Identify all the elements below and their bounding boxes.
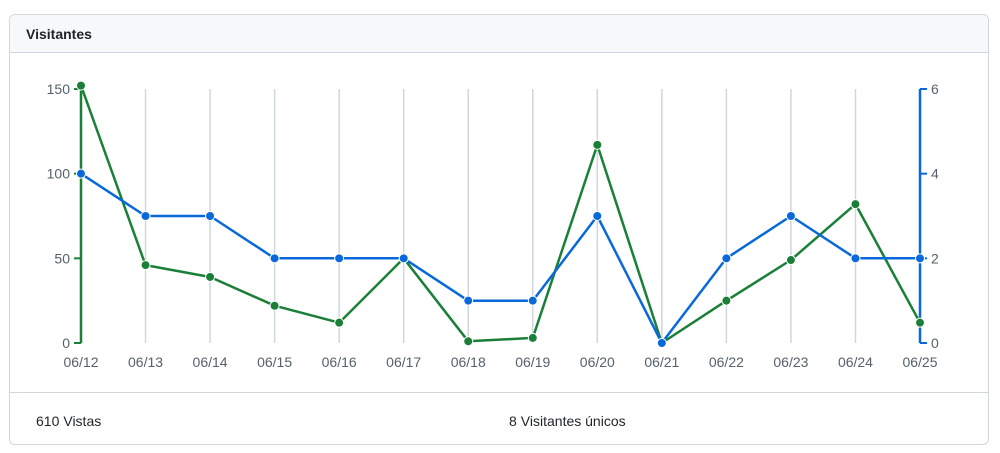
unique-visitors-point [205, 211, 216, 221]
views-line [79, 85, 922, 345]
views-point [76, 80, 86, 91]
views-point [463, 336, 474, 347]
x-axis-tick-label: 06/25 [902, 354, 937, 370]
views-point [915, 317, 925, 328]
views-point [592, 139, 603, 150]
unique-visitors-point [398, 253, 409, 264]
right-axis-tick-label: 4 [931, 166, 939, 182]
unique-visitors-label: Visitantes únicos [520, 413, 626, 429]
right-axis-tick-label: 6 [931, 81, 939, 97]
views-count: 610 [36, 413, 60, 429]
unique-visitors-point [915, 253, 925, 264]
left-axis-tick-label: 150 [47, 81, 71, 97]
views-point [140, 260, 151, 271]
grid-lines [144, 89, 857, 343]
unique-visitors-point [334, 253, 345, 264]
tick-labels: 0 50 100 150 0 2 4 6 06/12 06/13 06/14 06/15 06/16 06… [47, 81, 939, 370]
views-point [527, 332, 538, 343]
views-point [785, 255, 796, 266]
unique-visitors-point [592, 211, 603, 221]
series-points [76, 80, 925, 348]
unique-visitors-point [527, 295, 538, 306]
x-axis-tick-label: 06/14 [193, 354, 228, 370]
unique-visitors-stat: 8 Visitantes únicos [509, 413, 626, 429]
right-axis-tick-label: 2 [931, 250, 939, 266]
left-axis-tick-label: 100 [47, 166, 71, 182]
visitors-chart: 0 50 100 150 0 2 4 6 06/12 06/13 06/14 06/15 06/16 06… [10, 53, 988, 393]
left-axis-tick-label: 0 [62, 335, 70, 351]
unique-visitors-point [656, 338, 667, 348]
unique-visitors-point [463, 295, 474, 306]
unique-visitors-point [721, 253, 732, 264]
unique-visitors-point [269, 253, 280, 264]
left-axis-tick-label: 50 [54, 250, 70, 266]
x-axis-tick-label: 06/18 [451, 354, 486, 370]
unique-visitors-count: 8 [509, 413, 517, 429]
x-axis-tick-label: 06/21 [644, 354, 679, 370]
unique-visitors-line [80, 172, 920, 345]
views-point [334, 317, 345, 328]
x-axis-tick-label: 06/23 [773, 354, 808, 370]
chart-svg: 0 50 100 150 0 2 4 6 06/12 06/13 06/14 06/15 06/16 06… [47, 80, 939, 370]
unique-visitors-point [140, 211, 151, 221]
x-axis-tick-label: 06/16 [322, 354, 357, 370]
x-axis-tick-label: 06/13 [128, 354, 163, 370]
x-axis-tick-label: 06/24 [838, 354, 873, 370]
visitors-panel: Visitantes 0 50 100 150 0 2 4 6 06/12 06/13 06/14 0… [9, 14, 989, 445]
views-point [721, 295, 732, 306]
x-axis-tick-label: 06/19 [515, 354, 550, 370]
x-axis-tick-label: 06/15 [257, 354, 292, 370]
x-axis-tick-label: 06/22 [709, 354, 744, 370]
unique-visitors-point [76, 168, 86, 179]
views-label: Vistas [63, 413, 102, 429]
views-stat: 610 Vistas [36, 413, 101, 429]
views-point [205, 271, 216, 282]
x-axis-tick-label: 06/17 [386, 354, 421, 370]
x-axis-tick-label: 06/12 [63, 354, 98, 370]
unique-visitors-point [785, 211, 796, 221]
panel-title: Visitantes [26, 25, 92, 42]
panel-footer: 610 Vistas 8 Visitantes únicos [10, 392, 988, 444]
views-point [850, 199, 861, 210]
x-axis-tick-label: 06/20 [580, 354, 615, 370]
unique-visitors-point [850, 253, 861, 264]
views-point [269, 300, 280, 311]
series-lines [79, 85, 922, 345]
panel-header: Visitantes [10, 15, 988, 53]
right-axis-tick-label: 0 [931, 335, 939, 351]
